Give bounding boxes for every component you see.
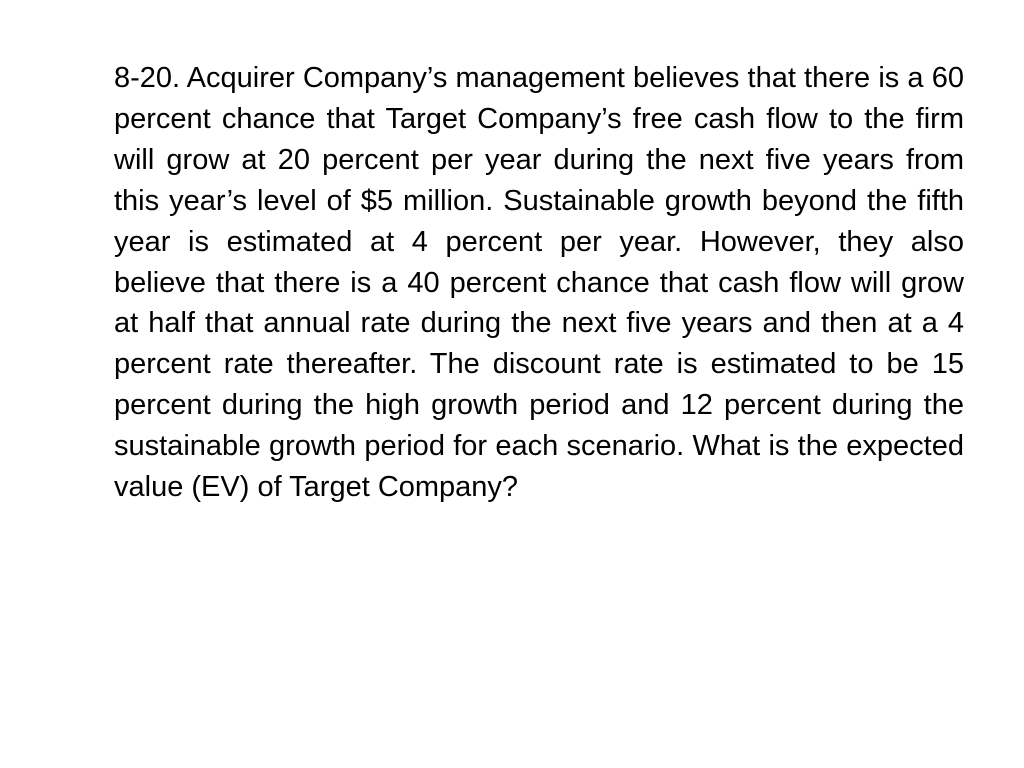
problem-statement: 8-20. Acquirer Company’s management beli…	[114, 62, 964, 504]
